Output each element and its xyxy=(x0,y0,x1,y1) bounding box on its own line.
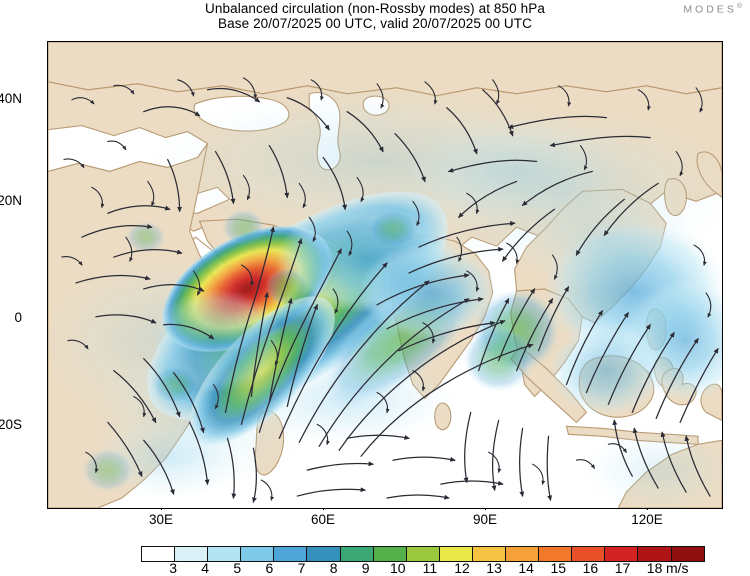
colorbar-label-17: 17 xyxy=(614,560,631,576)
colorbar-label-7: 7 xyxy=(297,560,306,576)
colorbar-label-9: 9 xyxy=(361,560,370,576)
colorbar-label-10: 10 xyxy=(390,560,406,576)
page-title: Unbalanced circulation (non-Rossby modes… xyxy=(205,1,545,16)
colorbar-swatch-11 xyxy=(506,547,540,561)
title-block: Unbalanced circulation (non-Rossby modes… xyxy=(0,1,750,31)
registered-mark-icon: ® xyxy=(736,3,742,10)
page-subtitle: Base 20/07/2025 00 UTC, valid 20/07/2025… xyxy=(218,16,532,31)
colorbar-swatch-16 xyxy=(671,547,704,561)
modes-logo-text: MODES xyxy=(683,3,737,16)
colorbar-swatch-0 xyxy=(142,547,176,561)
y-axis-label-40n: 40N xyxy=(0,91,22,106)
colorbar-swatch-4 xyxy=(274,547,308,561)
colorbar-swatch-6 xyxy=(340,547,374,561)
colorbar-label-14: 14 xyxy=(518,560,534,576)
y-axis-label-0: 0 xyxy=(14,310,22,325)
colorbar-swatch-15 xyxy=(638,547,672,561)
colorbar-swatch-7 xyxy=(373,547,407,561)
colorbar-label-3: 3 xyxy=(169,560,177,576)
colorbar-swatch-5 xyxy=(307,547,341,561)
y-axis-label-20n: 20N xyxy=(0,193,22,208)
colorbar xyxy=(141,546,705,562)
colorbar-swatch-10 xyxy=(472,547,507,561)
colorbar-swatch-13 xyxy=(572,547,606,561)
colorbar-swatch-9 xyxy=(439,547,473,561)
colorbar-label-13: 13 xyxy=(486,560,502,576)
colorbar-label-6: 6 xyxy=(265,560,274,576)
colorbar-label-11: 11 xyxy=(422,560,438,576)
colorbar-label-18: 18 xyxy=(646,560,663,576)
map-plot-area[interactable] xyxy=(47,41,723,509)
modes-logo: MODES® xyxy=(683,3,742,16)
colorbar-unit-label: m/s xyxy=(666,560,689,576)
colorbar-swatch-14 xyxy=(605,547,639,561)
colorbar-swatch-8 xyxy=(406,547,440,561)
x-axis-label-120e: 120E xyxy=(631,512,663,527)
colorbar-label-16: 16 xyxy=(582,560,599,576)
x-axis-label-90e: 90E xyxy=(472,512,498,527)
colorbar-swatch-12 xyxy=(539,547,573,561)
x-axis-label-30e: 30E xyxy=(148,512,174,527)
colorbar-swatch-2 xyxy=(208,547,242,561)
x-axis-label-60e: 60E xyxy=(310,512,336,527)
colorbar-label-15: 15 xyxy=(550,560,567,576)
colorbar-swatch-1 xyxy=(175,547,209,561)
map-canvas xyxy=(48,42,722,508)
colorbar-label-12: 12 xyxy=(454,560,470,576)
colorbar-label-4: 4 xyxy=(201,560,210,576)
colorbar-label-5: 5 xyxy=(233,560,242,576)
colorbar-swatch-3 xyxy=(241,547,275,561)
y-axis-label-20s: 20S xyxy=(0,417,22,432)
colorbar-label-8: 8 xyxy=(329,560,338,576)
